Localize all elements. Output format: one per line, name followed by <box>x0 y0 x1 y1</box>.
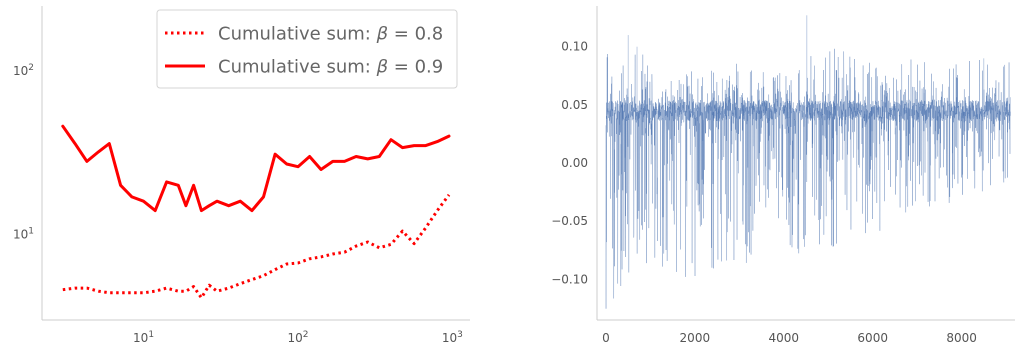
y-tick-label: 101 <box>13 227 34 242</box>
left-x-tick-labels: 101 102 103 <box>133 330 463 345</box>
left-series-lines <box>61 124 451 300</box>
x-tick-label: 101 <box>133 330 154 345</box>
x-tick-label: 4000 <box>768 331 799 345</box>
x-tick-label: 0 <box>602 331 610 345</box>
right-x-tick-labels: 0 2000 4000 6000 8000 <box>602 331 977 345</box>
right-chart-panel: 0 2000 4000 6000 8000 0.10 0.05 0.00 −0.05 −0.10 <box>551 6 1015 345</box>
y-tick-label: 0.00 <box>561 156 588 170</box>
signal-line <box>605 48 1011 309</box>
legend-prefix: Cumulative sum: <box>218 57 377 78</box>
left-y-tick-labels: 101 102 <box>13 63 34 241</box>
y-tick-label: 0.10 <box>561 40 588 54</box>
legend-suffix: = 0.9 <box>388 57 443 78</box>
y-tick-label: 102 <box>13 63 34 78</box>
legend-label-beta-0-8: Cumulative sum: β = 0.8 <box>218 24 443 45</box>
legend-beta-symbol: β <box>376 24 389 45</box>
x-tick-label: 103 <box>442 330 463 345</box>
x-tick-label: 102 <box>287 330 308 345</box>
y-tick-label: 0.05 <box>561 98 588 112</box>
legend-suffix: = 0.8 <box>388 24 443 45</box>
legend-label-beta-0-9: Cumulative sum: β = 0.9 <box>218 57 443 78</box>
left-chart-panel: 101 102 103 101 102 Cumulative sum: β = 0.8… <box>13 6 470 345</box>
legend-beta-symbol: β <box>376 57 389 78</box>
y-tick-label: −0.10 <box>551 272 588 286</box>
right-y-tick-labels: 0.10 0.05 0.00 −0.05 −0.10 <box>551 40 588 287</box>
series-line-beta-0-9 <box>61 124 451 213</box>
series-line-beta-0-8 <box>62 193 451 300</box>
legend-box <box>156 9 458 89</box>
x-tick-label: 8000 <box>946 331 977 345</box>
y-tick-label: −0.05 <box>551 214 588 228</box>
legend-prefix: Cumulative sum: <box>218 24 377 45</box>
x-tick-label: 2000 <box>680 331 711 345</box>
x-tick-label: 6000 <box>857 331 888 345</box>
right-signal-trace <box>605 15 1011 309</box>
legend: Cumulative sum: β = 0.8 Cumulative sum: … <box>156 9 458 89</box>
